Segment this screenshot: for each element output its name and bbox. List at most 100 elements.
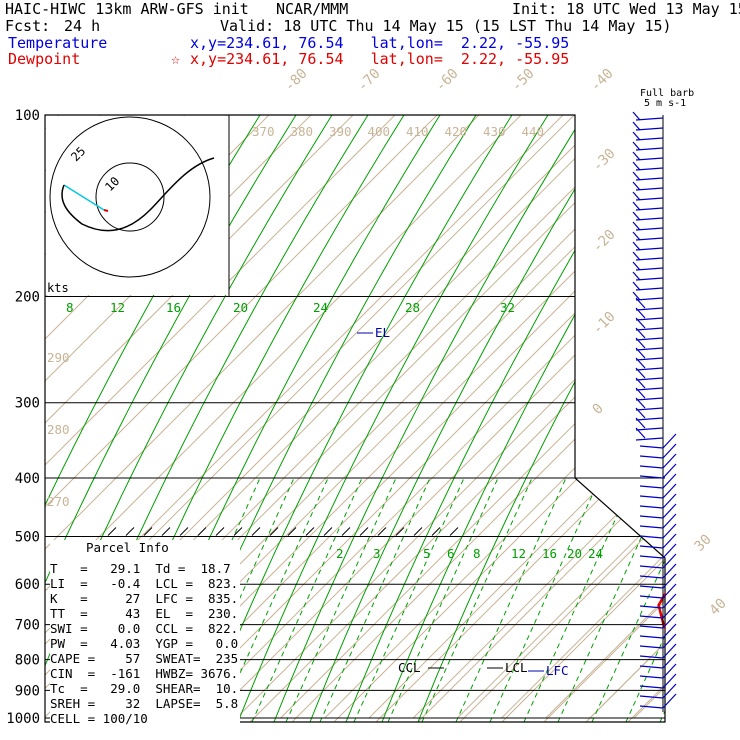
wind-barb xyxy=(639,495,664,499)
wind-barb-feather xyxy=(632,151,641,161)
wind-barb-feather xyxy=(662,483,677,499)
mixing-ratio-label: 12 xyxy=(110,300,125,315)
wind-barb xyxy=(635,367,664,371)
hatch-mark xyxy=(359,527,369,536)
wind-barb-feather xyxy=(662,593,677,609)
temperature-profile xyxy=(712,115,740,718)
parcel-row: SWI = 0.0 CCL = 822. xyxy=(50,621,239,636)
hatch-mark xyxy=(161,527,171,536)
dry-adiabat-line xyxy=(45,115,531,722)
level-label-el: EL xyxy=(375,325,390,340)
wind-barb-feather xyxy=(635,397,646,409)
wind-barb xyxy=(635,207,664,211)
wind-barb xyxy=(635,237,664,241)
isotherm-line xyxy=(457,115,665,719)
org-label: NCAR/MMM xyxy=(276,0,349,18)
isotherm-label: -70 xyxy=(355,66,384,95)
dry-adiabat-line xyxy=(45,115,447,722)
barb-header-full: Full barb xyxy=(640,88,694,99)
wind-barb xyxy=(635,127,664,131)
wind-barb-feather xyxy=(632,121,641,131)
hodograph-shear-segment xyxy=(63,184,105,211)
moist-adiabat-line xyxy=(417,115,665,722)
wind-barb-feather xyxy=(632,281,641,291)
wind-barb xyxy=(639,615,664,619)
hodograph-ring xyxy=(95,162,165,232)
wind-barb xyxy=(635,167,664,171)
wind-barb xyxy=(639,635,664,639)
theta-label: 430 xyxy=(483,124,506,139)
hatch-mark xyxy=(377,527,387,536)
isotherm-label: -60 xyxy=(433,66,462,95)
isotherm-line xyxy=(501,115,665,719)
mixing-ratio-label: 3 xyxy=(373,546,381,561)
mixing-ratio-label: 8 xyxy=(473,546,481,561)
wind-barb xyxy=(635,277,664,281)
wind-barb xyxy=(635,197,664,201)
parcel-row: T = 29.1 Td = 18.7 xyxy=(50,561,231,576)
level-label-lfc: LFC xyxy=(546,663,569,678)
hatch-mark xyxy=(287,527,297,536)
hatch-mark xyxy=(233,527,243,536)
isotherm-line xyxy=(412,115,665,719)
wind-barb-feather xyxy=(662,673,677,689)
wind-barb-feather xyxy=(632,221,641,231)
theta-label: 420 xyxy=(445,124,468,139)
pressure-tick-label: 700 xyxy=(15,618,40,634)
theta-label: 410 xyxy=(406,124,429,139)
wind-barb-feather xyxy=(635,427,646,439)
wind-barb xyxy=(639,625,664,629)
wind-barb-feather xyxy=(662,653,677,669)
wind-barb xyxy=(635,137,664,141)
hodograph-units: kts xyxy=(47,281,69,295)
wind-barb xyxy=(635,427,664,431)
hatch-mark xyxy=(305,527,315,536)
wind-barb-feather xyxy=(632,251,641,261)
barb-header-speed: 5 m s-1 xyxy=(644,98,686,109)
wind-barb-feather xyxy=(635,417,646,429)
wind-barb xyxy=(639,565,664,569)
wind-barb xyxy=(635,407,664,411)
mixing-ratio-label: 8 xyxy=(66,300,74,315)
hodograph-trace xyxy=(61,157,215,232)
wind-barb-feather xyxy=(635,337,646,349)
wind-barb xyxy=(635,157,664,161)
wind-barb-feather xyxy=(662,543,677,559)
valid-time: Valid: 18 UTC Thu 14 May 15 (15 LST Thu … xyxy=(220,17,672,35)
wind-barb xyxy=(639,515,664,519)
wind-barb xyxy=(635,297,664,301)
theta-label: 440 xyxy=(522,124,545,139)
dewpoint-legend: Dewpoint xyxy=(8,50,81,68)
isotherm-line xyxy=(678,115,740,718)
wind-barb-feather xyxy=(632,141,641,151)
mixing-ratio-line xyxy=(285,477,397,722)
wind-barb-feather xyxy=(635,357,646,369)
isotherm-line xyxy=(545,115,665,719)
wind-barb-feather xyxy=(632,191,641,201)
wind-barb xyxy=(635,397,664,401)
theta-label: 370 xyxy=(252,124,275,139)
dewpoint-profile xyxy=(657,115,665,719)
hatch-mark xyxy=(449,527,459,536)
wind-barb-feather xyxy=(662,463,677,479)
wind-barb xyxy=(635,257,664,261)
wind-barb xyxy=(639,545,664,549)
wind-barb xyxy=(635,317,664,321)
parcel-row: SREH = 32 LAPSE= 5.8 xyxy=(50,696,239,711)
mixing-ratio-label: 28 xyxy=(405,300,420,315)
isotherm-label: 40 xyxy=(707,596,730,619)
plot-frame xyxy=(44,114,666,723)
dry-adiabat-line xyxy=(123,115,665,722)
wind-barb-feather xyxy=(635,367,646,379)
mixing-ratio-label: 32 xyxy=(500,300,515,315)
moist-adiabat-line xyxy=(273,115,585,722)
wind-barb xyxy=(635,117,664,121)
isotherm-label: -50 xyxy=(509,66,538,95)
dry-adiabat-line xyxy=(501,115,665,722)
dry-adiabat-line xyxy=(207,115,665,722)
wind-barb-feather xyxy=(662,433,677,449)
